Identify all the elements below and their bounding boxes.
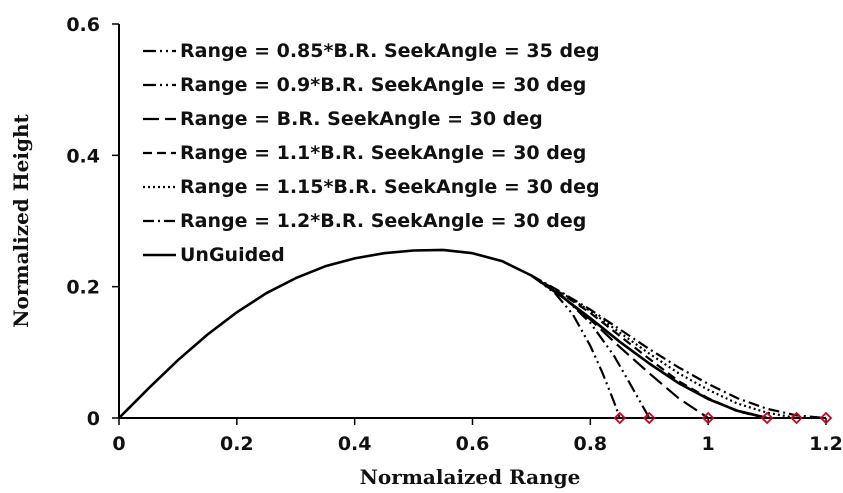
legend-label-4: Range = 1.1*B.R. SeekAngle = 30 deg: [180, 142, 586, 164]
y-axis-title: Normalized Height: [9, 114, 33, 328]
x-tick-label: 0.8: [573, 433, 607, 455]
y-tick-label: 0.4: [66, 145, 100, 167]
legend-label-3: Range = B.R. SeekAngle = 30 deg: [180, 108, 543, 130]
legend-label-5: Range = 1.15*B.R. SeekAngle = 30 deg: [180, 176, 600, 198]
series-line-6: [531, 276, 826, 419]
x-tick-label: 0.2: [220, 433, 254, 455]
y-tick-label: 0.6: [66, 14, 100, 36]
x-tick-label: 1.2: [809, 433, 843, 455]
series-lines: [119, 250, 826, 418]
x-tick-label: 0.6: [456, 433, 490, 455]
legend-label-1: Range = 0.85*B.R. SeekAngle = 35 deg: [180, 40, 600, 62]
legend-label-2: Range = 0.9*B.R. SeekAngle = 30 deg: [180, 74, 586, 96]
x-axis-title: Normalaized Range: [360, 465, 581, 489]
y-tick-label: 0: [87, 408, 100, 430]
legend-label-6: Range = 1.2*B.R. SeekAngle = 30 deg: [180, 210, 586, 232]
y-tick-label: 0.2: [66, 277, 100, 299]
series-line-7: [119, 250, 767, 418]
x-tick-label: 0: [112, 433, 125, 455]
legend: Range = 0.85*B.R. SeekAngle = 35 deg Rang…: [143, 40, 600, 266]
legend-label-7: UnGuided: [180, 244, 285, 266]
x-tick-label: 0.4: [338, 433, 372, 455]
x-tick-label: 1: [702, 433, 715, 455]
